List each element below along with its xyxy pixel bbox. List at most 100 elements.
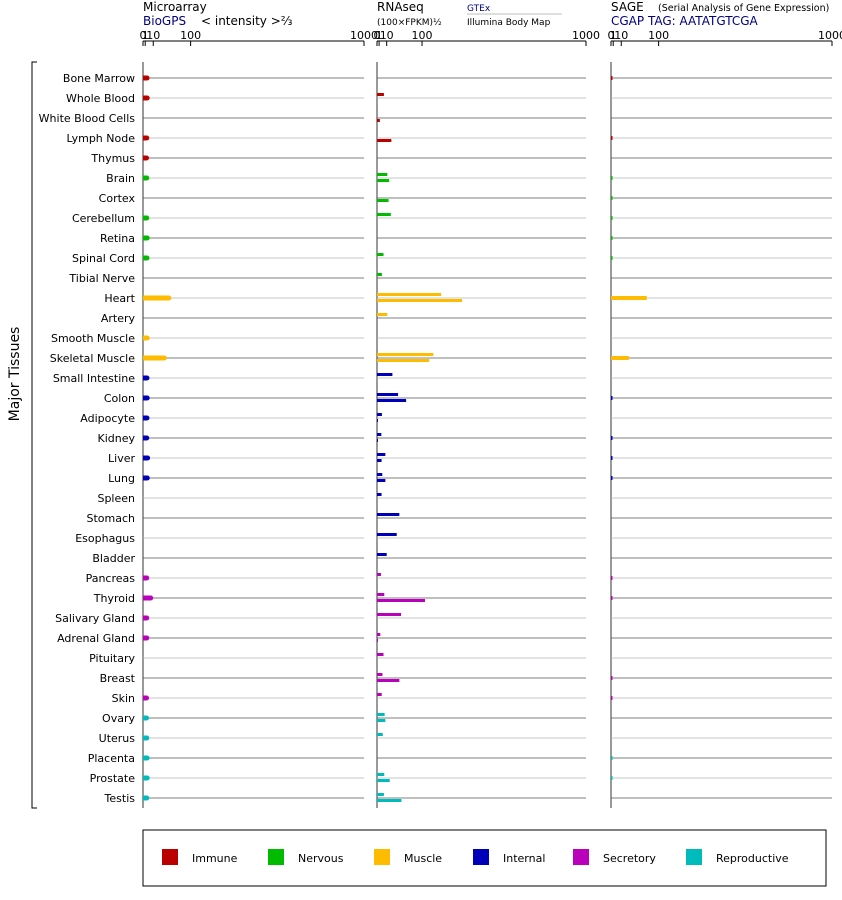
legend-swatch [268,849,284,865]
sage-tick-label: 1000 [818,29,842,42]
microarray-tick-label: 100 [180,29,201,42]
rnaseq-source-ibm: Illumina Body Map [467,18,551,28]
ibm-bar [377,719,386,722]
gtex-bar [377,93,384,96]
ibm-bar [377,479,386,482]
sage-bar [611,356,629,360]
gtex-bar [377,593,385,596]
microarray-bar-cap [144,415,150,421]
gtex-bar [377,673,383,676]
microarray-tick-label: 0 [140,29,147,42]
microarray-tick-label: 10 [146,29,160,42]
microarray-bar-cap [144,155,150,161]
sage-bar [611,576,613,580]
tissue-label: Uterus [99,732,136,745]
gtex-bar [377,573,381,576]
legend-label: Secretory [603,852,656,865]
tissue-label: Thyroid [93,592,135,605]
legend-label: Internal [503,852,545,865]
tissue-label: Adrenal Gland [57,632,135,645]
gtex-bar [377,433,382,436]
microarray-tick-label: 1000 [350,29,378,42]
legend-swatch [573,849,589,865]
tissue-label: Ovary [102,712,135,725]
sage-tick-label: 100 [648,29,669,42]
ibm-bar [377,299,463,302]
gtex-bar [377,633,381,636]
microarray-source: BioGPS [143,14,186,28]
gtex-bar [377,413,382,416]
tissue-label: Retina [100,232,135,245]
microarray-tick-label: 1 [142,29,149,42]
microarray-bar-cap [144,235,150,241]
gtex-bar [377,453,386,456]
tissue-label: Liver [108,452,135,465]
tissue-label: Lymph Node [66,132,135,145]
ibm-bar [377,799,402,802]
tissue-label: Pancreas [86,572,136,585]
ibm-bar [377,139,392,142]
sage-bar [611,196,613,200]
ibm-bar [377,399,407,402]
tissue-label: Spinal Cord [72,252,135,265]
sage-tick-label: 10 [614,29,628,42]
sage-bar [611,756,613,760]
microarray-bar-cap [161,355,167,361]
tissue-label: Whole Blood [66,92,135,105]
legend-swatch [162,849,178,865]
rnaseq-unit-label: (100×FPKM)½ [377,18,442,28]
rnaseq-tick-label: 0 [374,29,381,42]
rnaseq-tick-label: 1 [376,29,383,42]
microarray-unit-label: < intensity >⅔ [201,14,293,28]
tissue-label: Stomach [86,512,135,525]
ibm-bar [377,679,400,682]
gtex-bar [377,253,384,256]
tissue-label: Kidney [97,432,135,445]
tissue-label: Cortex [99,192,136,205]
tissue-label: Thymus [90,152,135,165]
ibm-bar [377,599,425,602]
sage-bar [611,76,613,80]
microarray-bar-cap [144,95,150,101]
gtex-bar [377,373,393,376]
gtex-bar [377,273,382,276]
microarray-bar-cap [144,715,150,721]
legend-label: Immune [192,852,238,865]
sage-bar [611,236,613,240]
tissue-label: Brain [106,172,135,185]
gtex-bar [377,393,399,396]
microarray-bar [143,355,165,361]
microarray-title: Microarray [143,0,207,14]
panel-header-rnaseq: RNAseq (100×FPKM)½ GTEx Illumina Body Ma… [377,0,562,28]
ibm-bar [377,459,382,462]
sage-bar [611,216,613,220]
sage-bar [611,136,613,140]
legend-swatch [473,849,489,865]
rnaseq-tick-label: 100 [412,29,433,42]
ibm-bar [377,199,389,202]
microarray-bar-cap [144,395,150,401]
sage-bar [611,696,613,700]
tissue-label: Prostate [90,772,136,785]
microarray-bar-cap [144,335,150,341]
sage-source: CGAP TAG: AATATGTCGA [611,14,758,28]
microarray-bar-cap [144,735,150,741]
sage-subtitle: (Serial Analysis of Gene Expression) [658,3,829,14]
sage-bar [611,676,613,680]
sage-bar [611,176,613,180]
gtex-bar [377,613,402,616]
tissue-label: Skin [112,692,135,705]
gtex-bar [377,493,382,496]
tissue-label: Pituitary [89,652,135,665]
tissue-label: Artery [101,312,136,325]
gtex-bar [377,173,388,176]
legend-label: Reproductive [716,852,789,865]
ibm-bar [377,179,390,182]
gtex-bar [377,513,400,516]
legend-swatch [686,849,702,865]
microarray-bar-cap [144,615,150,621]
legend-label: Muscle [404,852,442,865]
ibm-bar [377,359,430,362]
tissue-label: Bone Marrow [63,72,135,85]
sage-bar [611,296,647,300]
